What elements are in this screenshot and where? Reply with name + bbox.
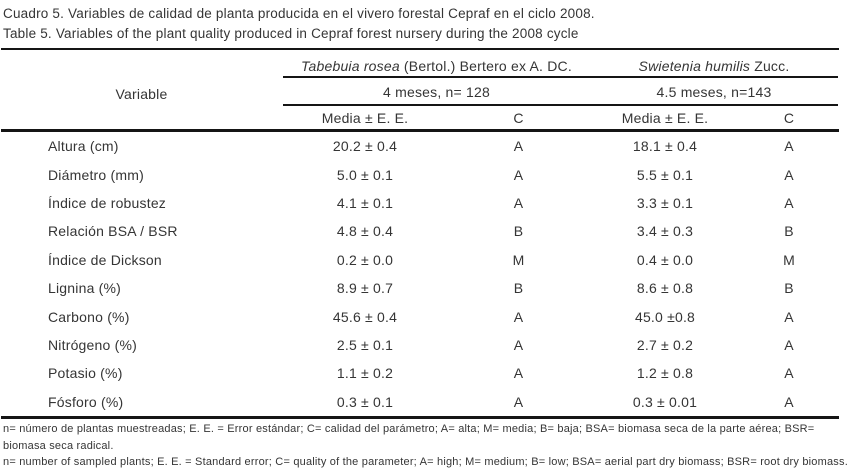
table-caption: Cuadro 5. Variables de calidad de planta…: [3, 4, 595, 44]
caption-line-spanish: Cuadro 5. Variables de calidad de planta…: [3, 6, 595, 21]
footnote-english: n= number of sampled plants; E. E. = Sta…: [3, 456, 848, 468]
table-row: Nitrógeno (%) 2.5 ± 0.1 A 2.7 ± 0.2 A: [0, 331, 838, 359]
tabebuia-media-cell: 2.5 ± 0.1: [336, 336, 394, 353]
variable-cell: Altura (cm): [48, 138, 119, 155]
swietenia-quality-cell: A: [784, 336, 794, 353]
variable-cell: Relación BSA / BSR: [48, 223, 178, 240]
table-row: Relación BSA / BSR 4.8 ± 0.4 B 3.4 ± 0.3…: [0, 217, 838, 245]
table-row: Lignina (%) 8.9 ± 0.7 B 8.6 ± 0.8 B: [0, 274, 838, 302]
table-row: Índice de robustez 4.1 ± 0.1 A 3.3 ± 0.1…: [0, 189, 838, 217]
tabebuia-media-cell: 4.8 ± 0.4: [336, 223, 394, 240]
sample-size-swietenia: 4.5 meses, n=143: [656, 84, 772, 100]
tabebuia-quality-cell: A: [513, 393, 524, 410]
swietenia-media-cell: 2.7 ± 0.2: [636, 336, 694, 353]
swietenia-media-cell: 1.2 ± 0.8: [636, 365, 694, 382]
column-header-quality-tabebuia: C: [513, 110, 524, 126]
footnote-spanish: n= número de plantas muestreadas; E. E. …: [3, 423, 815, 452]
swietenia-media-cell: 18.1 ± 0.4: [632, 138, 698, 155]
swietenia-quality-cell: B: [784, 280, 794, 297]
swietenia-quality-cell: B: [784, 223, 794, 240]
tabebuia-media-cell: 8.9 ± 0.7: [336, 280, 394, 297]
tabebuia-media-cell: 0.2 ± 0.0: [336, 251, 394, 268]
tabebuia-quality-cell: A: [513, 336, 524, 353]
rule-below-species: [283, 76, 838, 78]
tabebuia-quality-cell: A: [513, 365, 524, 382]
rule-below-caption: [1, 48, 839, 50]
table-row: Fósforo (%) 0.3 ± 0.1 A 0.3 ± 0.01 A: [0, 388, 838, 416]
variable-cell: Lignina (%): [48, 280, 122, 297]
variable-cell: Fósforo (%): [48, 393, 124, 410]
column-header-variable: Variable: [115, 86, 168, 102]
tabebuia-media-cell: 4.1 ± 0.1: [336, 194, 394, 211]
tabebuia-quality-cell: A: [513, 166, 524, 183]
tabebuia-media-cell: 0.3 ± 0.1: [336, 393, 394, 410]
rule-below-sample: [283, 104, 838, 106]
species-header-tabebuia: Tabebuia rosea (Bertol.) Bertero ex A. D…: [283, 58, 590, 74]
swietenia-quality-cell: A: [784, 393, 794, 410]
variable-cell: Nitrógeno (%): [48, 336, 137, 353]
swietenia-media-cell: 8.6 ± 0.8: [636, 280, 694, 297]
swietenia-quality-cell: M: [783, 251, 795, 268]
variable-cell: Índice de robustez: [48, 194, 167, 211]
table-footnotes: n= número de plantas muestreadas; E. E. …: [3, 421, 848, 471]
species-authority-tabebuia: (Bertol.) Bertero ex A. DC.: [399, 58, 572, 74]
tabebuia-media-cell: 1.1 ± 0.2: [336, 365, 394, 382]
tabebuia-quality-cell: A: [513, 138, 524, 155]
variable-cell: Diámetro (mm): [48, 166, 144, 183]
tabebuia-media-cell: 5.0 ± 0.1: [336, 166, 394, 183]
column-header-media-swietenia: Media ± E. E.: [621, 110, 709, 126]
swietenia-media-cell: 3.3 ± 0.1: [636, 194, 694, 211]
swietenia-media-cell: 3.4 ± 0.3: [636, 223, 694, 240]
species-name-swietenia: Swietenia humilis: [638, 58, 751, 74]
table-row: Potasio (%) 1.1 ± 0.2 A 1.2 ± 0.8 A: [0, 359, 838, 387]
tabebuia-quality-cell: A: [513, 194, 524, 211]
variable-cell: Carbono (%): [48, 308, 130, 325]
caption-line-english: Table 5. Variables of the plant quality …: [3, 26, 579, 41]
variable-cell: Potasio (%): [48, 365, 123, 382]
species-header-swietenia: Swietenia humilis Zucc.: [590, 58, 838, 74]
swietenia-media-cell: 5.5 ± 0.1: [636, 166, 694, 183]
rule-below-data: [1, 416, 839, 419]
column-header-quality-swietenia: C: [783, 110, 795, 126]
table-row: Carbono (%) 45.6 ± 0.4 A 45.0 ±0.8 A: [0, 302, 838, 330]
species-name-tabebuia: Tabebuia rosea: [301, 58, 400, 74]
rule-above-data: [1, 129, 839, 132]
swietenia-quality-cell: A: [784, 194, 794, 211]
table-row: Índice de Dickson 0.2 ± 0.0 M 0.4 ± 0.0 …: [0, 246, 838, 274]
tabebuia-media-cell: 20.2 ± 0.4: [332, 138, 398, 155]
table-row: Altura (cm) 20.2 ± 0.4 A 18.1 ± 0.4 A: [0, 132, 838, 160]
swietenia-quality-cell: A: [784, 365, 794, 382]
swietenia-quality-cell: A: [784, 166, 794, 183]
tabebuia-media-cell: 45.6 ± 0.4: [332, 308, 398, 325]
table-body: Altura (cm) 20.2 ± 0.4 A 18.1 ± 0.4 A Di…: [0, 132, 838, 416]
swietenia-media-cell: 0.3 ± 0.01: [632, 393, 698, 410]
swietenia-quality-cell: A: [784, 308, 794, 325]
sample-size-tabebuia: 4 meses, n= 128: [383, 84, 490, 100]
species-authority-swietenia: Zucc.: [750, 58, 790, 74]
column-header-media-tabebuia: Media ± E. E.: [321, 110, 409, 126]
tabebuia-quality-cell: A: [513, 308, 524, 325]
tabebuia-quality-cell: M: [512, 251, 525, 268]
variable-cell: Índice de Dickson: [48, 251, 162, 268]
swietenia-media-cell: 0.4 ± 0.0: [636, 251, 694, 268]
swietenia-quality-cell: A: [784, 138, 794, 155]
table-row: Diámetro (mm) 5.0 ± 0.1 A 5.5 ± 0.1 A: [0, 160, 838, 188]
tabebuia-quality-cell: B: [513, 223, 524, 240]
swietenia-media-cell: 45.0 ±0.8: [634, 308, 696, 325]
tabebuia-quality-cell: B: [513, 280, 524, 297]
